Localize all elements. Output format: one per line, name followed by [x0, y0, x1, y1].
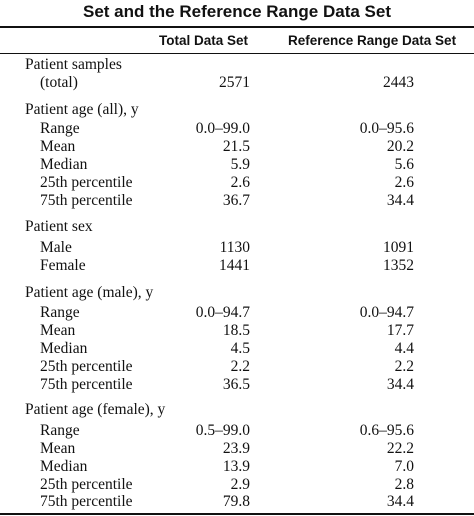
total-value: 36.5 — [222, 376, 250, 393]
reference-value: 22.2 — [386, 440, 414, 457]
total-value: 23.9 — [222, 440, 250, 457]
total-value: 1441 — [219, 257, 250, 274]
row-label: Range — [40, 304, 80, 321]
row-label: Mean — [40, 138, 76, 155]
reference-value: 0.6–95.6 — [359, 422, 414, 439]
total-value: 18.5 — [222, 322, 250, 339]
total-value: 5.9 — [230, 156, 250, 173]
reference-value: 5.6 — [394, 156, 414, 173]
reference-value: 2.2 — [394, 358, 414, 375]
row-label: Range — [40, 422, 80, 439]
reference-value: 34.4 — [386, 376, 414, 393]
row-label: 25th percentile — [40, 476, 133, 493]
reference-value: 17.7 — [386, 322, 414, 339]
total-value: 4.5 — [230, 340, 250, 357]
total-value: 36.7 — [222, 192, 250, 209]
reference-value: 20.2 — [386, 138, 414, 155]
row-label: Median — [40, 340, 88, 357]
row-label: Mean — [40, 322, 76, 339]
reference-value: 1091 — [383, 239, 414, 256]
section-label-age-male: Patient age (male), y — [25, 284, 154, 301]
total-value: 0.5–99.0 — [195, 422, 250, 439]
row-label: 75th percentile — [40, 493, 133, 510]
title-rule — [0, 26, 474, 28]
reference-value: 4.4 — [394, 340, 414, 357]
total-value: 2.6 — [230, 174, 250, 191]
section-label-age-female: Patient age (female), y — [25, 401, 166, 418]
row-label: Median — [40, 458, 88, 475]
total-value: 2.2 — [230, 358, 250, 375]
row-label: Range — [40, 120, 80, 137]
reference-value: 2.8 — [394, 476, 414, 493]
section-label-age-all: Patient age (all), y — [25, 101, 139, 118]
row-label: Male — [40, 239, 72, 256]
row-label: 75th percentile — [40, 376, 133, 393]
total-value: 2.9 — [230, 476, 250, 493]
section-label-sex: Patient sex — [25, 218, 93, 235]
table-title: Set and the Reference Range Data Set — [83, 2, 391, 21]
reference-value: 1352 — [383, 257, 414, 274]
row-label: 25th percentile — [40, 174, 133, 191]
bottom-rule — [0, 513, 474, 515]
column-header-total: Total Data Set — [159, 33, 249, 48]
reference-value: 34.4 — [386, 192, 414, 209]
reference-value: 7.0 — [394, 458, 414, 475]
total-value: 21.5 — [222, 138, 250, 155]
row-label: Mean — [40, 440, 76, 457]
column-header-reference: Reference Range Data Set — [288, 33, 457, 48]
total-value: 13.9 — [222, 458, 250, 475]
reference-value: 2443 — [383, 74, 414, 91]
reference-value: 0.0–95.6 — [359, 120, 414, 137]
reference-value: 0.0–94.7 — [359, 304, 414, 321]
total-value: 0.0–94.7 — [195, 304, 250, 321]
row-label: Female — [40, 257, 86, 274]
reference-value: 34.4 — [386, 493, 414, 510]
row-label: (total) — [40, 74, 78, 91]
total-value: 2571 — [219, 74, 250, 91]
header-rule — [0, 53, 474, 54]
total-value: 79.8 — [222, 493, 250, 510]
reference-value: 2.6 — [394, 174, 414, 191]
total-value: 1130 — [219, 239, 250, 256]
total-value: 0.0–99.0 — [195, 120, 250, 137]
row-label: 75th percentile — [40, 192, 133, 209]
row-label: 25th percentile — [40, 358, 133, 375]
row-label: Median — [40, 156, 88, 173]
section-label-patient-samples: Patient samples — [25, 56, 122, 73]
